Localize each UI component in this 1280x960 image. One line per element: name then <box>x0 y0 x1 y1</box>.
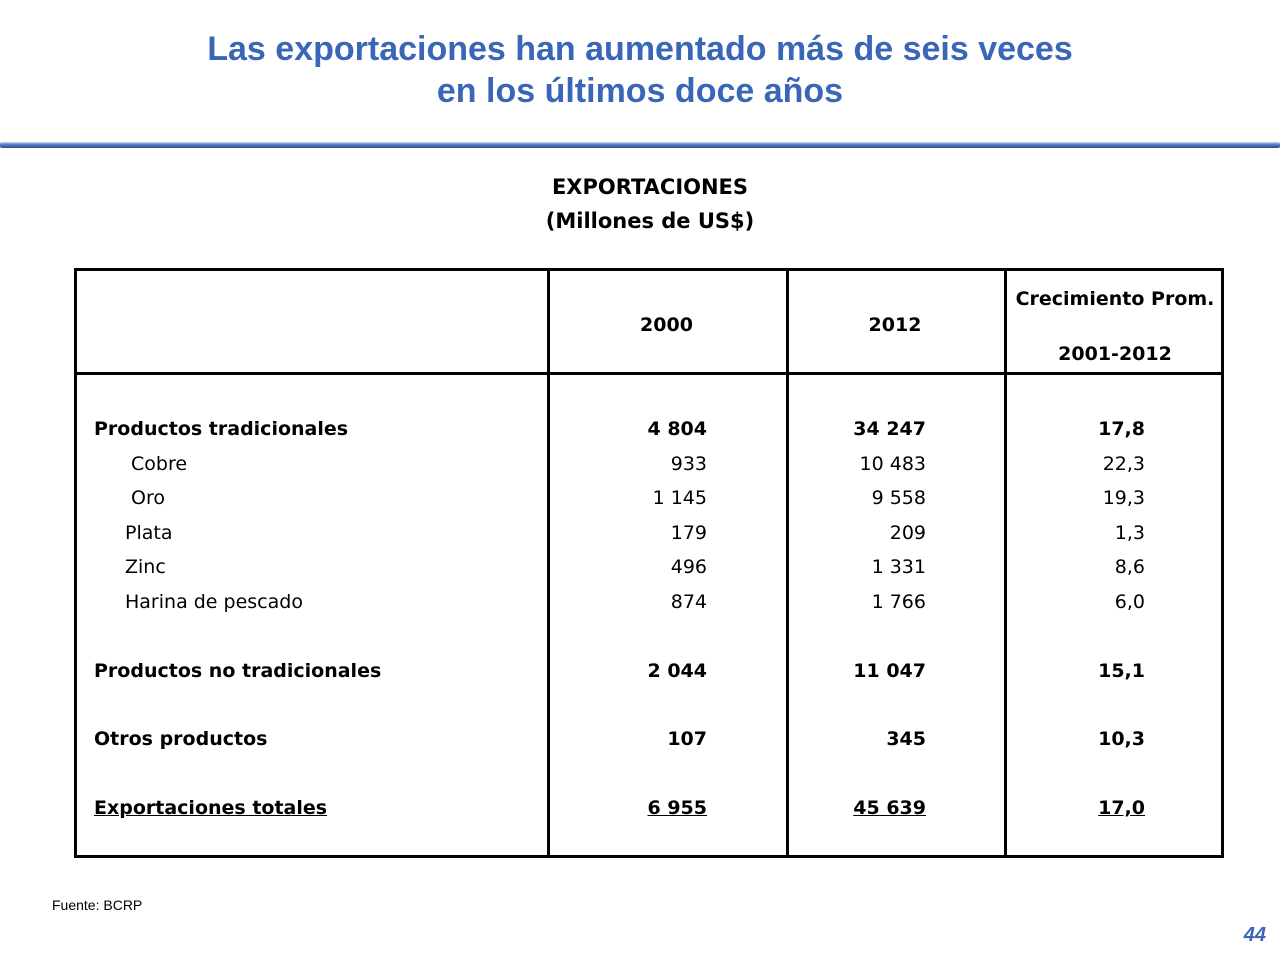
source-note: Fuente: BCRP <box>52 897 143 913</box>
total-value: 17,0 <box>1098 797 1145 819</box>
cell-2000: 496 <box>670 556 707 578</box>
total-value: 45 639 <box>853 797 926 819</box>
row-label-total: Exportaciones totales <box>94 797 328 819</box>
cell-growth: 17,8 <box>1098 418 1145 440</box>
column-header-2000: 2000 <box>640 314 693 336</box>
cell-growth: 10,3 <box>1098 728 1145 750</box>
cell-2000: 874 <box>670 591 707 613</box>
page-number: 44 <box>1243 924 1266 946</box>
title-divider <box>0 142 1280 148</box>
row-label: Plata <box>125 522 173 544</box>
table-heading: EXPORTACIONES (Millones de US$) <box>400 170 900 238</box>
cell-2000: 2 044 <box>647 660 708 682</box>
row-label: Productos no tradicionales <box>94 660 382 682</box>
title-line-2: en los últimos doce años <box>436 72 844 110</box>
cell-2012: 345 <box>886 728 926 750</box>
column-header-growth-period: 2001-2012 <box>1058 343 1172 365</box>
cell-2012: 1 331 <box>871 556 926 578</box>
cell-growth: 1,3 <box>1114 522 1145 544</box>
cell-2012: 11 047 <box>853 660 926 682</box>
cell-growth: 6,0 <box>1114 591 1145 613</box>
cell-2000: 4 804 <box>647 418 708 440</box>
row-label: Zinc <box>125 556 166 578</box>
cell-2012: 10 483 <box>859 453 926 475</box>
cell-2000-total: 6 955 <box>557 796 708 820</box>
title-line-1: Las exportaciones han aumentado más de s… <box>207 30 1073 68</box>
slide-title: Las exportaciones han aumentado más de s… <box>0 28 1280 112</box>
row-label: Harina de pescado <box>125 591 303 613</box>
cell-growth: 15,1 <box>1098 660 1145 682</box>
cell-2000: 1 145 <box>652 487 707 509</box>
table-heading-units: (Millones de US$) <box>545 209 755 233</box>
row-label: Oro <box>131 487 165 509</box>
column-header-growth: Crecimiento Prom. <box>1015 288 1215 310</box>
row-label: Otros productos <box>94 728 268 750</box>
cell-growth-total: 17,0 <box>1017 796 1145 820</box>
cell-2012: 9 558 <box>871 487 926 509</box>
cell-2000: 933 <box>670 453 707 475</box>
total-value: 6 955 <box>647 797 708 819</box>
header-divider <box>77 372 1221 375</box>
row-label: Productos tradicionales <box>94 418 349 440</box>
cell-growth: 22,3 <box>1102 453 1145 475</box>
cell-2012: 1 766 <box>871 591 926 613</box>
cell-growth: 8,6 <box>1114 556 1145 578</box>
cell-2012: 34 247 <box>853 418 926 440</box>
column-header-2012: 2012 <box>868 314 922 336</box>
column-divider <box>1004 271 1007 855</box>
exports-table: 2000 2012 Crecimiento Prom. 2001-2012 Pr… <box>74 268 1224 858</box>
cell-growth: 19,3 <box>1102 487 1145 509</box>
column-divider <box>786 271 789 855</box>
row-label: Cobre <box>131 453 188 475</box>
column-divider <box>547 271 550 855</box>
table-heading-title: EXPORTACIONES <box>551 175 749 199</box>
cell-2012-total: 45 639 <box>777 796 926 820</box>
cell-2000: 179 <box>670 522 707 544</box>
cell-2012: 209 <box>889 522 926 544</box>
cell-2000: 107 <box>667 728 707 750</box>
